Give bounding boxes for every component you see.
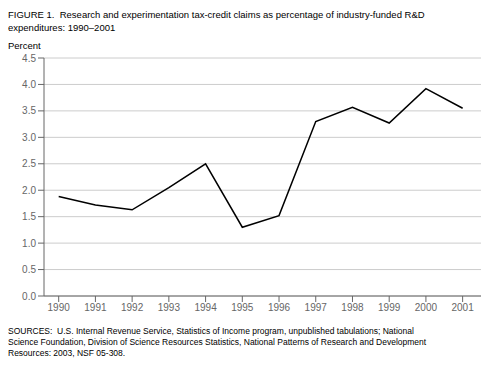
svg-text:1.5: 1.5 <box>22 211 36 222</box>
html-text:Percent: Percent <box>8 40 41 51</box>
svg-text:2001: 2001 <box>452 302 475 313</box>
svg-text:3.0: 3.0 <box>22 132 36 143</box>
svg-text:4.5: 4.5 <box>22 53 36 64</box>
svg-text:1999: 1999 <box>378 302 401 313</box>
svg-text:1991: 1991 <box>84 302 107 313</box>
svg-text:3.5: 3.5 <box>22 105 36 116</box>
svg-text:4.0: 4.0 <box>22 79 36 90</box>
svg-text:0.5: 0.5 <box>22 264 36 275</box>
svg-text:2.5: 2.5 <box>22 158 36 169</box>
svg-text:1992: 1992 <box>121 302 144 313</box>
svg-text:1998: 1998 <box>341 302 364 313</box>
html-text:FIGURE 1. Research and experim: FIGURE 1. Research and experimentation t… <box>8 9 425 20</box>
html-text:expenditures: 1990–2001: expenditures: 1990–2001 <box>8 22 116 33</box>
svg-text:1994: 1994 <box>194 302 217 313</box>
html-text:Science Foundation, Division o: Science Foundation, Division of Science … <box>8 337 427 347</box>
svg-text:1.0: 1.0 <box>22 238 36 249</box>
svg-text:1990: 1990 <box>48 302 71 313</box>
svg-text:1993: 1993 <box>158 302 181 313</box>
svg-text:2.0: 2.0 <box>22 185 36 196</box>
svg-text:2000: 2000 <box>415 302 438 313</box>
html-text:Resources: 2003, NSF 05-308.: Resources: 2003, NSF 05-308. <box>8 348 126 358</box>
svg-text:1996: 1996 <box>268 302 291 313</box>
svg-text:1995: 1995 <box>231 302 254 313</box>
svg-text:0.0: 0.0 <box>22 291 36 302</box>
html-text:SOURCES: U.S. Internal Revenue: SOURCES: U.S. Internal Revenue Service, … <box>8 326 414 336</box>
svg-text:1997: 1997 <box>305 302 328 313</box>
